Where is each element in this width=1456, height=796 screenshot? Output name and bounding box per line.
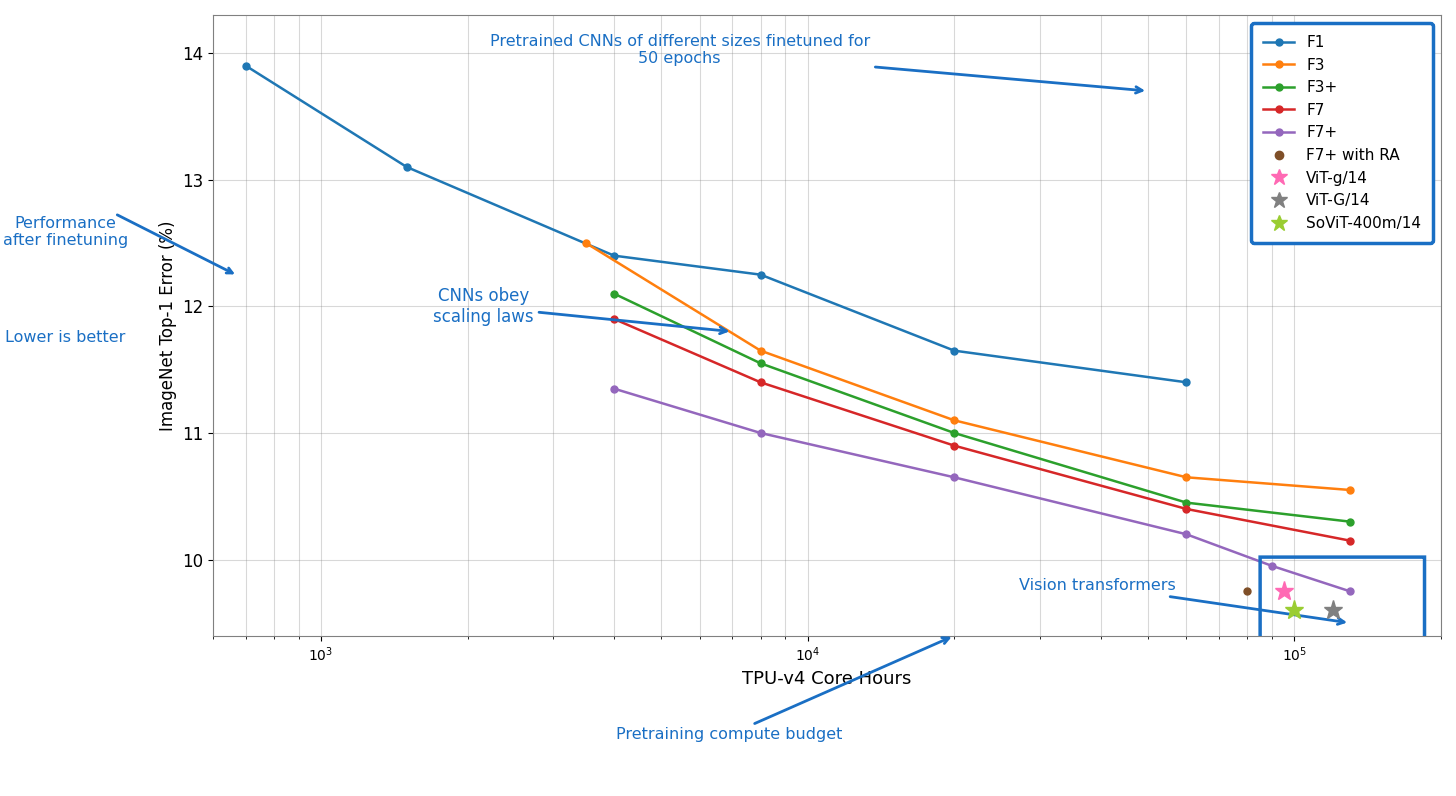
Text: Pretraining compute budget: Pretraining compute budget: [616, 638, 949, 743]
Text: Pretrained CNNs of different sizes finetuned for
50 epochs: Pretrained CNNs of different sizes finet…: [489, 33, 1142, 93]
Legend: F1, F3, F3+, F7, F7+, F7+ with RA, ViT-g/14, ViT-G/14, SoViT-400m/14: F1, F3, F3+, F7, F7+, F7+ with RA, ViT-g…: [1251, 22, 1433, 244]
Text: CNNs obey
scaling laws: CNNs obey scaling laws: [432, 287, 727, 334]
X-axis label: TPU-v4 Core Hours: TPU-v4 Core Hours: [743, 669, 911, 688]
Text: Performance
after finetuning: Performance after finetuning: [3, 216, 128, 248]
Text: Vision transformers: Vision transformers: [1019, 579, 1344, 624]
Text: Lower is better: Lower is better: [6, 330, 125, 345]
Y-axis label: ImageNet Top-1 Error (%): ImageNet Top-1 Error (%): [159, 220, 176, 431]
